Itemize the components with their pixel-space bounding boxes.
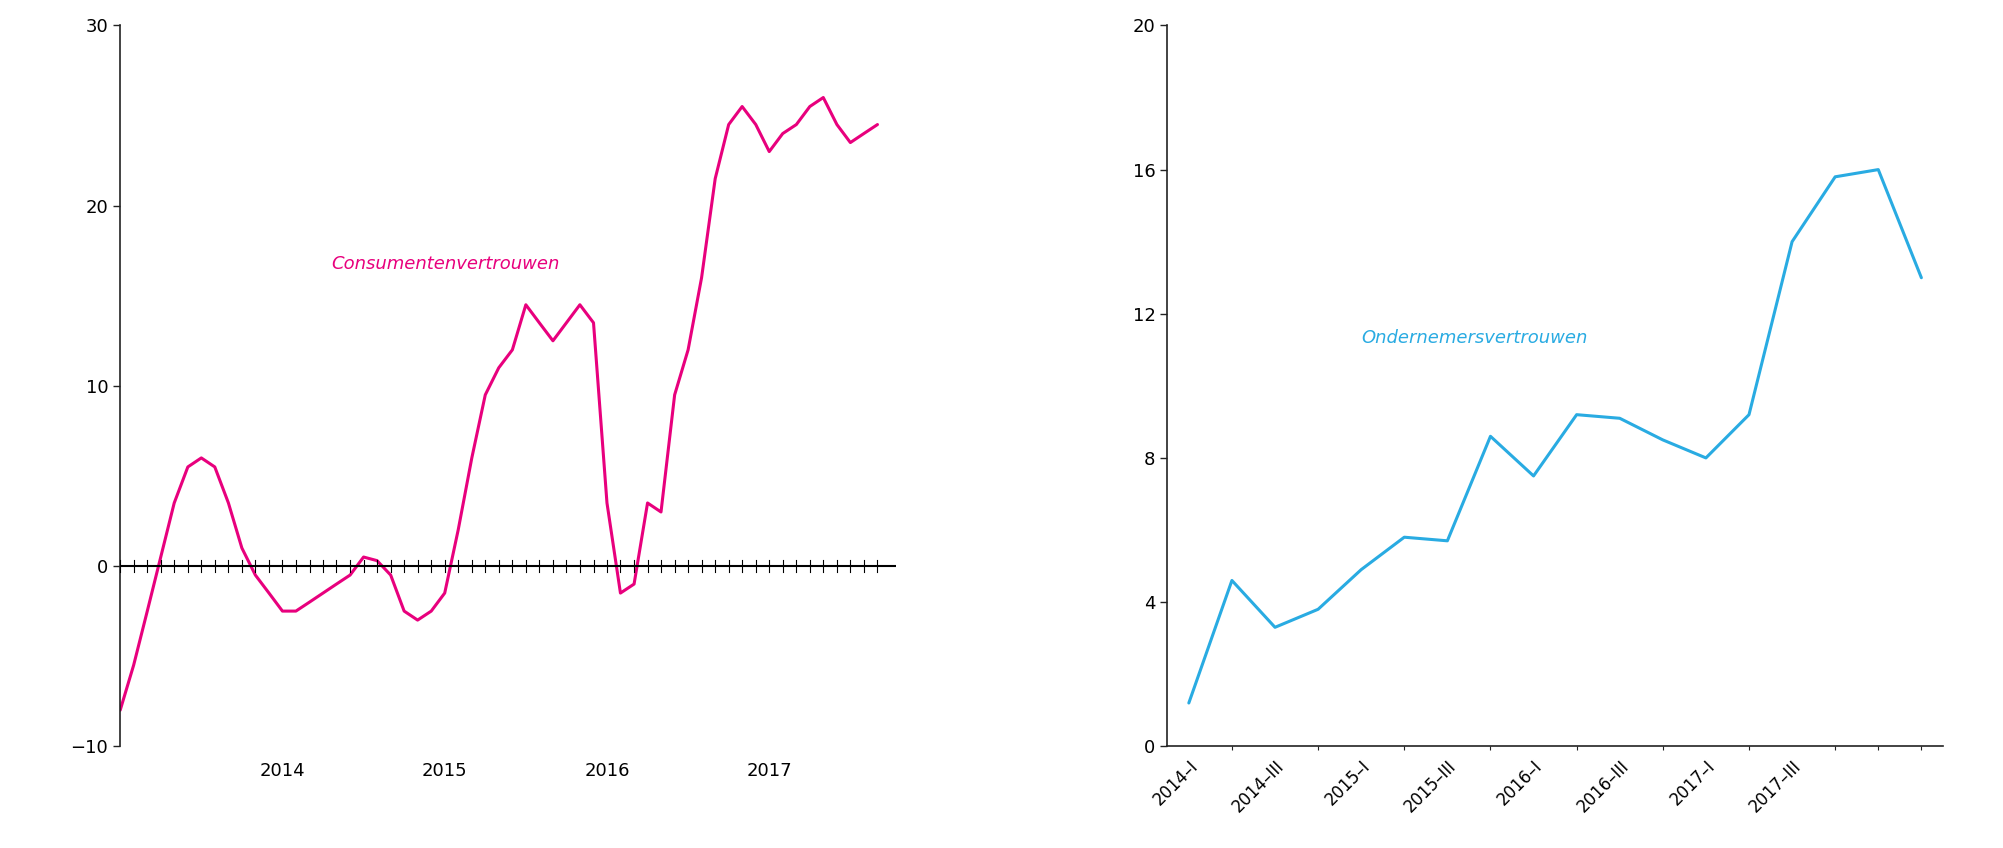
Text: Consumentenvertrouwen: Consumentenvertrouwen xyxy=(330,254,559,273)
Text: Ondernemersvertrouwen: Ondernemersvertrouwen xyxy=(1362,328,1588,347)
